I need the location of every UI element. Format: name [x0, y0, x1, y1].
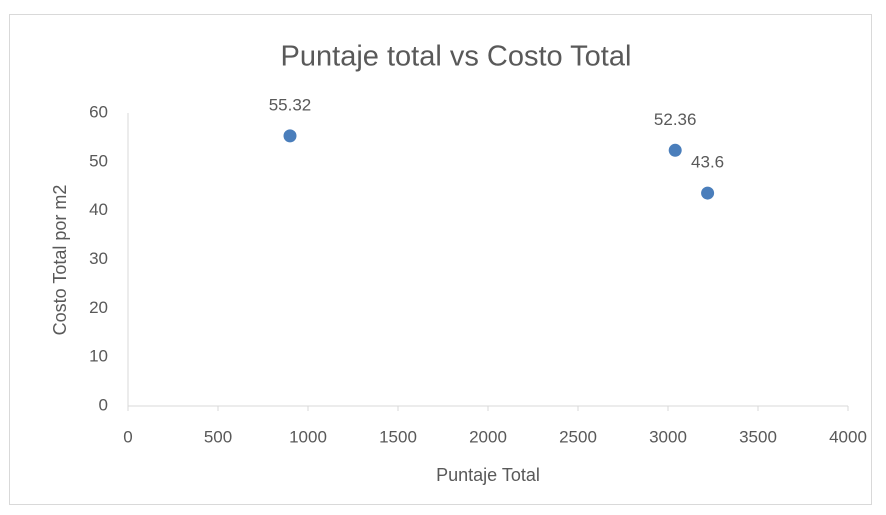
x-tick-label: 2500 [559, 427, 597, 446]
chart-title: Puntaje total vs Costo Total [281, 41, 632, 73]
x-tick-label: 2000 [469, 427, 507, 446]
x-tick-label: 4000 [829, 427, 867, 446]
y-tick-label: 40 [89, 200, 108, 219]
y-tick-label: 10 [89, 347, 108, 366]
x-tick-label: 0 [123, 427, 132, 446]
x-tick-label: 1000 [289, 427, 327, 446]
y-tick-label: 20 [89, 298, 108, 317]
data-label: 43.6 [691, 153, 724, 172]
data-label: 52.36 [654, 110, 697, 129]
y-tick-label: 50 [89, 151, 108, 170]
y-tick-label: 30 [89, 249, 108, 268]
x-tick-label: 500 [204, 427, 232, 446]
point [283, 129, 297, 143]
chart-border [9, 14, 872, 505]
x-tick-label: 3000 [649, 427, 687, 446]
x-tick-label: 3500 [739, 427, 777, 446]
y-tick-label: 60 [89, 102, 108, 121]
point [668, 143, 682, 157]
point [701, 186, 715, 200]
x-axis-label: Puntaje Total [436, 465, 540, 485]
data-label: 55.32 [269, 95, 312, 114]
y-tick-label: 0 [99, 395, 108, 414]
x-tick-label: 1500 [379, 427, 417, 446]
y-axis-label: Costo Total por m2 [50, 185, 70, 336]
